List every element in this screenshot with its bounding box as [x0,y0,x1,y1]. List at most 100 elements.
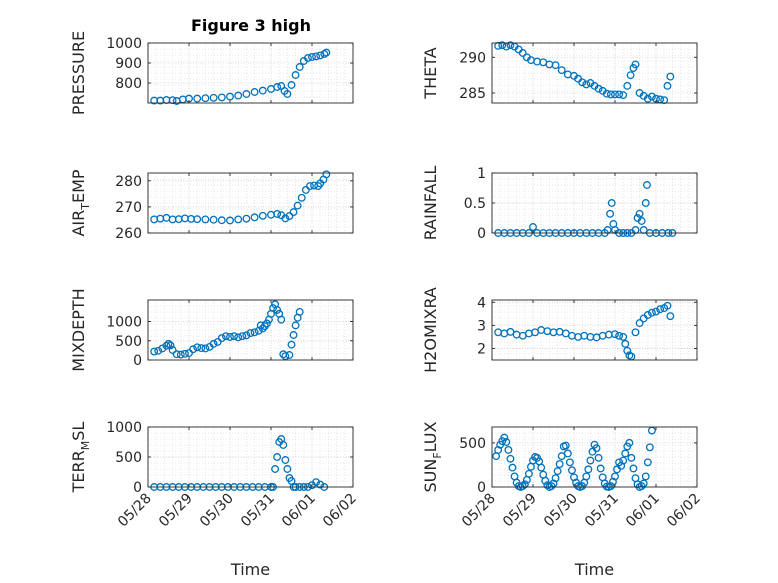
data-point [606,482,615,491]
axes-box [147,299,354,361]
x-tick-label: 05/29 [156,491,196,531]
data-point [226,92,234,101]
data-point [285,212,294,220]
ylabel-6: H2OMIXRA [421,287,440,373]
x-tick-label: 05/29 [500,491,540,531]
data-point [643,458,652,467]
data-point [641,472,650,481]
data-point [273,453,282,461]
data-point [306,182,314,190]
data-point [209,215,218,224]
data-point [506,327,515,336]
data-point [242,331,251,340]
axes-box [491,426,698,488]
data-point [643,94,652,103]
x-tick-label: 05/28 [459,491,499,531]
data-point [291,71,300,79]
data-point [230,332,239,341]
x-tick-label: 05/31 [238,491,278,531]
data-point [312,52,321,61]
data-point [594,453,603,462]
x-tick-label: 05/30 [541,491,581,531]
data-point [271,465,280,473]
data-point [500,433,509,442]
data-point [297,193,306,202]
y-tick-label: 1000 [106,36,142,52]
data-point [561,441,570,450]
data-point [312,478,321,487]
data-point [563,449,572,458]
y-tick-label: 500 [115,334,142,350]
data-point [619,456,628,465]
y-tick-label: 270 [115,200,142,216]
ylabel-1: PRESSURE [69,31,88,115]
data-point [166,341,175,350]
data-point [279,441,288,449]
data-point [637,217,646,225]
data-point [250,328,259,337]
data-point [193,343,202,352]
y-tick-label: 260 [115,226,142,242]
y-tick-label: 500 [459,436,486,452]
x-tick-label: 05/28 [115,491,155,531]
data-point [594,84,603,93]
data-point [281,456,290,464]
data-point [592,444,601,453]
ylabel-4: RAINFALL [421,166,440,241]
y-tick-label: 1000 [106,315,142,331]
data-point [666,72,675,81]
data-point [498,41,507,50]
subplot-3: 260 270 280 AIRTEMP [69,169,354,242]
y-tick-label: 2 [477,341,486,357]
x-tick-label: 05/31 [582,491,622,531]
data-point [578,78,587,87]
data-point [641,199,650,207]
data-point [623,81,632,90]
data-point [209,93,218,102]
data-point [281,352,290,361]
data-point [551,61,560,70]
data-point [524,469,533,478]
subplot-4: 0 0.5 1 RAINFALL [421,166,698,242]
data-point [283,465,292,473]
data-point [619,332,628,341]
y-tick-label: 1000 [106,420,142,436]
data-point [555,460,564,469]
xlabel: Time [574,560,614,579]
y-tick-label: 1 [477,166,486,182]
data-point [602,89,611,98]
y-tick-label: 0.5 [464,196,486,212]
data-point [295,307,304,316]
data-point [201,94,210,103]
y-tick-label: 4 [477,295,486,311]
data-point [322,170,331,179]
data-point [154,346,163,355]
data-point [518,482,527,491]
data-point [647,92,656,101]
data-point [221,332,230,341]
data-point [287,340,296,349]
data-point [287,81,296,89]
y-tick-label: 800 [115,76,142,92]
data-point [502,438,511,446]
data-point [301,186,310,194]
data-point [246,329,255,338]
data-point [607,199,616,207]
subplot-6: 2 3 4 H2OMIXRA [421,287,698,373]
y-tick-label: 3 [477,318,486,334]
y-tick-label: 0 [477,226,486,242]
data-point [506,454,515,463]
data-point [176,350,185,359]
data-point [295,63,304,71]
data-point [250,88,259,96]
axes-box [491,42,698,104]
data-point [584,465,593,474]
x-tick-label: 06/01 [623,491,663,531]
data-point [226,216,234,225]
y-tick-label: 280 [115,174,142,190]
data-point [631,60,640,69]
data-point [621,449,630,458]
data-point [582,472,591,481]
data-point [234,91,243,100]
data-point [209,339,218,348]
